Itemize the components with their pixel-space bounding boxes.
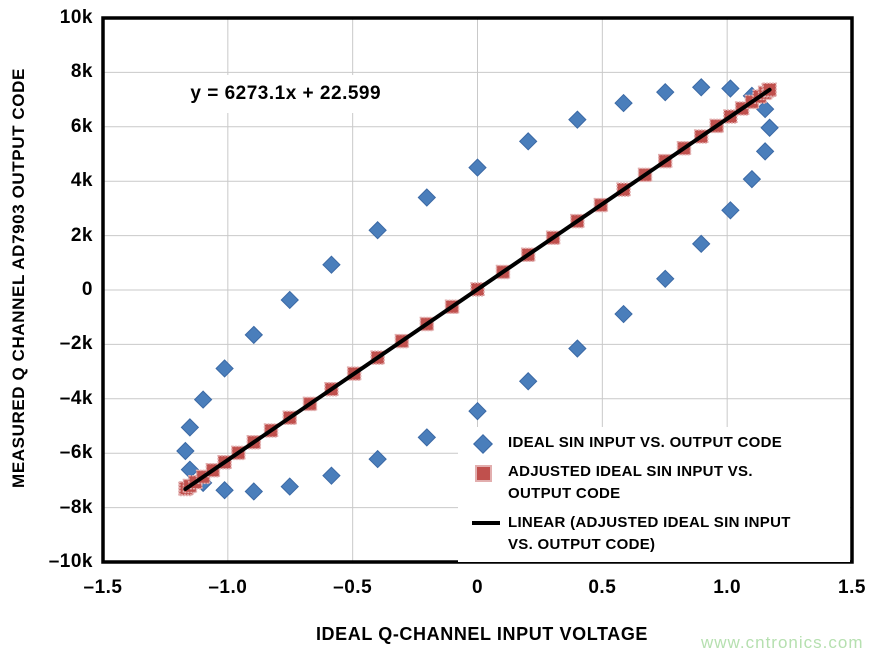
y-tick-label: –10k [48, 551, 93, 572]
y-tick-label: 8k [70, 61, 93, 83]
data-point-diamond [468, 158, 487, 177]
data-point-diamond [568, 339, 587, 358]
data-point-diamond [656, 269, 675, 289]
data-point-diamond [691, 78, 711, 97]
y-tick-label: 6k [70, 115, 93, 137]
y-tick-label: –4k [59, 387, 93, 409]
x-tick-label: 0 [471, 577, 484, 598]
square-marker-icon [475, 465, 492, 482]
data-point-diamond [468, 401, 487, 421]
y-axis-title: MEASURED Q CHANNEL AD7903 OUTPUT CODE [9, 68, 28, 488]
x-axis-title: IDEAL Q-CHANNEL INPUT VOLTAGE [315, 624, 649, 644]
trend-line [183, 87, 772, 492]
data-point-diamond [656, 82, 675, 102]
data-point-diamond [322, 255, 341, 274]
x-tick-label: –0.5 [333, 577, 373, 598]
legend-marker-cell [472, 512, 508, 525]
line-marker-icon [472, 521, 500, 525]
data-point-diamond [180, 418, 200, 437]
y-tick-label: 2k [70, 224, 93, 246]
series-line [183, 87, 772, 492]
data-point-diamond [760, 118, 779, 137]
legend: IDEAL SIN INPUT VS. OUTPUT CODE ADJUSTED… [458, 427, 850, 562]
diamond-marker-icon [473, 434, 493, 454]
data-point-diamond [721, 201, 740, 220]
x-axis-tick-labels: –1.5 –1.0 –0.5 0 0.5 1.0 1.5 [0, 577, 889, 601]
legend-marker-cell [472, 432, 508, 454]
data-point-diamond [215, 481, 234, 500]
y-tick-label: 4k [70, 170, 93, 192]
data-point-diamond [193, 390, 213, 409]
legend-item-adjusted-sin: ADJUSTED IDEAL SIN INPUT VS. OUTPUT CODE [472, 461, 850, 505]
watermark: www.cntronics.com [701, 633, 864, 652]
data-point-diamond [568, 110, 587, 129]
x-tick-label: 0.5 [588, 577, 617, 598]
y-tick-label: –6k [59, 442, 93, 464]
data-point-diamond [215, 359, 234, 378]
y-tick-label: –8k [59, 496, 93, 518]
data-point-diamond [755, 142, 775, 161]
data-point-diamond [614, 304, 633, 324]
data-point-diamond [244, 325, 264, 345]
plot-border [101, 16, 854, 564]
trendline-equation: y = 6273.1x + 22.599 [184, 75, 388, 114]
data-point-diamond [176, 441, 195, 461]
legend-label-linear-fit: LINEAR (ADJUSTED IDEAL SIN INPUT VS. OUT… [508, 514, 791, 553]
data-point-diamond [368, 449, 387, 469]
y-tick-label: 0 [81, 279, 93, 300]
data-point-diamond [518, 132, 538, 151]
legend-item-linear-fit: LINEAR (ADJUSTED IDEAL SIN INPUT VS. OUT… [472, 512, 850, 556]
data-point-diamond [244, 482, 264, 501]
data-point-diamond [614, 93, 633, 113]
data-point-diamond [742, 169, 762, 189]
data-point-diamond [755, 99, 775, 119]
x-tick-label: 1.0 [713, 577, 742, 598]
data-point-diamond [417, 428, 437, 447]
y-axis-tick-labels: 10k 8k 6k 4k 2k 0 –2k –4k –6k –8k –10k [0, 0, 93, 661]
data-point-diamond [417, 188, 437, 207]
data-point-diamond [280, 477, 299, 496]
legend-marker-cell [472, 461, 508, 482]
data-point-diamond [280, 290, 299, 310]
x-tick-label: –1.5 [83, 577, 123, 598]
y-tick-label: 10k [59, 7, 93, 28]
data-point-diamond [691, 234, 711, 254]
legend-item-ideal-sin: IDEAL SIN INPUT VS. OUTPUT CODE [472, 432, 850, 454]
x-tick-label: –1.0 [208, 577, 248, 598]
legend-label-ideal-sin: IDEAL SIN INPUT VS. OUTPUT CODE [508, 434, 783, 451]
data-point-diamond [322, 466, 341, 485]
x-tick-label: 1.5 [838, 577, 866, 598]
legend-label-adjusted-sin: ADJUSTED IDEAL SIN INPUT VS. OUTPUT CODE [508, 463, 753, 502]
data-point-diamond [721, 79, 740, 98]
data-point-diamond [368, 221, 387, 240]
y-tick-label: –2k [59, 333, 93, 355]
data-point-diamond [518, 372, 538, 391]
